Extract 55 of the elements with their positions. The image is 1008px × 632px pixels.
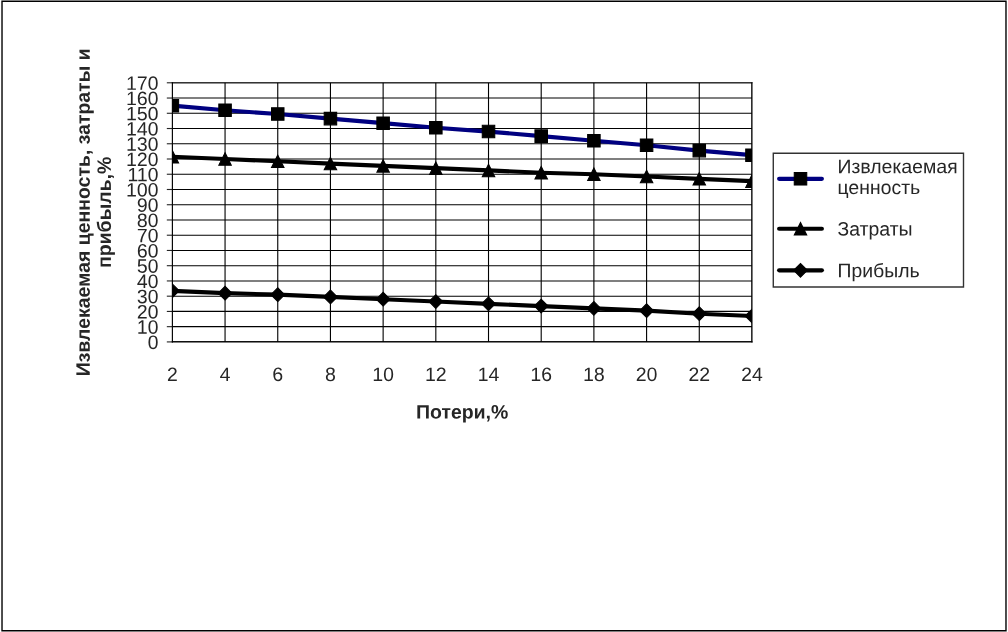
y-tick-label: 170	[127, 76, 158, 91]
point	[692, 172, 707, 186]
y-tick-label: 50	[137, 259, 158, 273]
point	[323, 289, 338, 305]
y-tick-label: 40	[137, 274, 158, 289]
point	[586, 300, 602, 316]
x-tick-label: 24	[742, 367, 763, 381]
point	[639, 169, 654, 184]
y-tick-label: 0	[148, 335, 158, 350]
x-tick-label: 18	[584, 367, 604, 382]
point	[218, 152, 232, 166]
y-tick-label: 30	[137, 289, 158, 304]
point	[217, 285, 233, 301]
point	[375, 291, 391, 307]
y-tick-label: 20	[137, 304, 158, 319]
point	[270, 154, 285, 169]
y-tick-label: 80	[137, 213, 158, 228]
x-tick-label: 14	[479, 367, 499, 381]
y-tick-label: 120	[127, 152, 158, 167]
x-tick-label: 16	[531, 367, 552, 382]
point	[428, 294, 444, 309]
point	[270, 287, 286, 303]
y-tick-label: 60	[137, 243, 158, 258]
y-tick-label: 130	[127, 137, 158, 151]
x-tick-label: 8	[325, 367, 335, 382]
legend-label: Затраты	[838, 221, 912, 240]
x-tick-label: 2	[167, 367, 177, 381]
legend-label: Извлекаемая ценность	[838, 159, 957, 198]
y-tick-label: 70	[137, 228, 158, 243]
x-axis-title: Потери,%	[417, 405, 508, 423]
x-tick-label: 4	[220, 367, 230, 381]
x-tick-label: 20	[636, 367, 657, 382]
x-tick-label: 10	[373, 367, 394, 382]
y-tick-label: 100	[127, 182, 158, 197]
y-tick-label: 110	[128, 167, 158, 182]
x-tick-label: 22	[689, 367, 710, 381]
y-tick-label: 140	[127, 121, 158, 136]
point	[376, 159, 390, 173]
x-tick-label: 12	[426, 367, 446, 381]
y-tick-label: 150	[127, 106, 158, 121]
point	[481, 163, 496, 178]
point	[533, 298, 549, 314]
point	[587, 167, 601, 182]
point	[639, 303, 654, 319]
point	[323, 156, 338, 171]
point	[481, 296, 496, 312]
y-tick-label: 10	[138, 320, 158, 334]
legend-label: Прибыль	[839, 262, 919, 282]
point	[429, 161, 443, 175]
point	[691, 306, 707, 322]
x-tick-label: 6	[273, 367, 283, 382]
y-tick-label: 160	[127, 91, 158, 106]
point	[534, 165, 548, 180]
y-axis-title: Извлекаемая ценность, затраты и прибыль,%	[76, 49, 115, 375]
y-tick-label: 90	[137, 198, 158, 212]
